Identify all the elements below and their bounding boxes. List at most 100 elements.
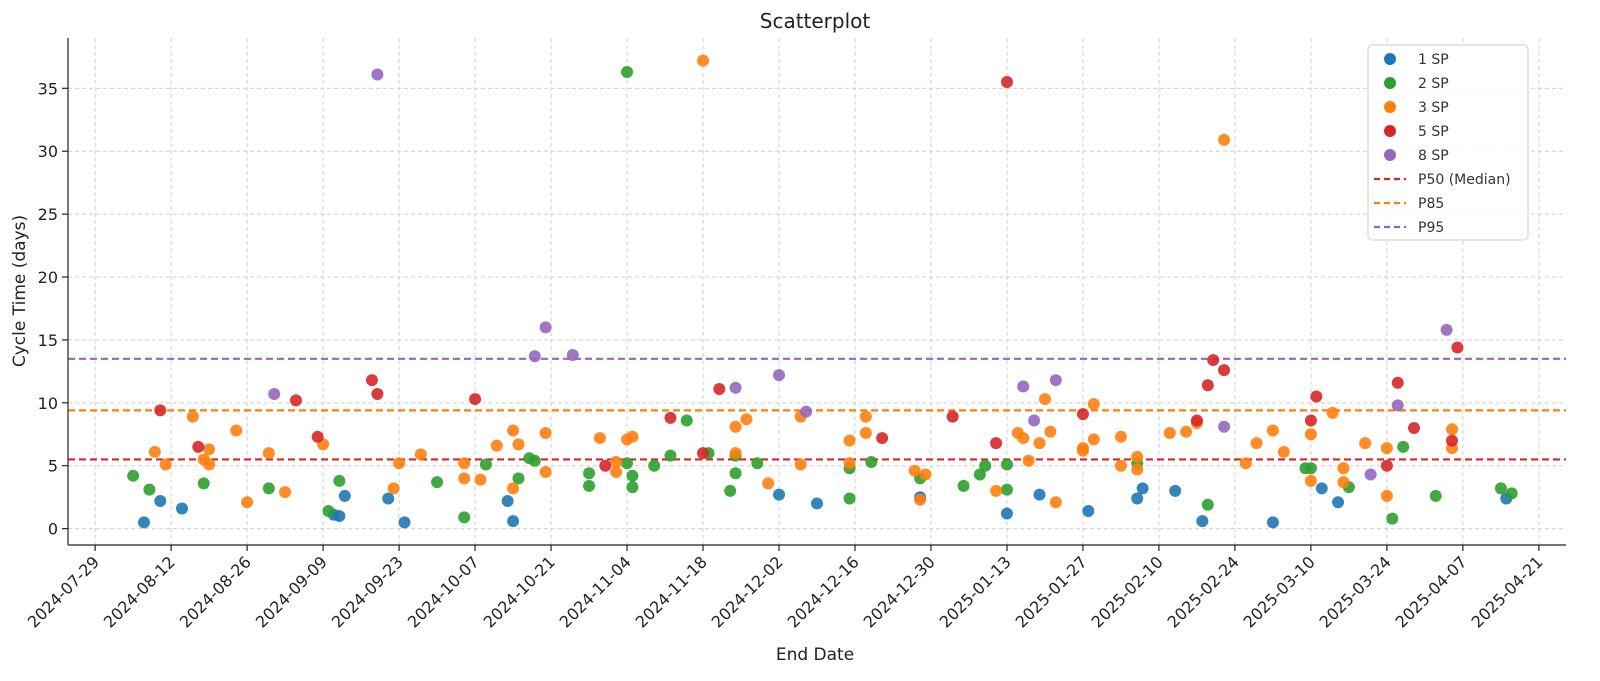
x-tick-label: 2024-12-02 [708,552,787,631]
data-point [322,505,335,518]
data-point [1082,505,1095,518]
data-point [1114,459,1127,472]
data-point [626,481,639,494]
data-point [859,427,872,440]
x-tick-label: 2024-11-04 [556,552,635,631]
data-point [1304,462,1317,475]
data-point [979,459,992,472]
y-tick-label: 25 [38,205,58,224]
data-point [1000,507,1013,520]
data-point [1000,483,1013,496]
data-point [1505,487,1518,500]
data-point [127,469,140,482]
legend-marker [1384,77,1396,89]
data-point [1364,468,1377,481]
data-point [811,497,823,510]
data-point [1239,457,1252,470]
data-point [197,477,210,490]
data-point [599,459,612,472]
legend-marker [1384,101,1396,113]
x-tick-label: 2024-10-21 [480,552,559,631]
data-point [1136,482,1149,495]
data-point [528,350,541,363]
x-tick-label: 2025-02-10 [1088,552,1167,631]
data-point [1028,414,1041,427]
x-tick-label: 2025-04-21 [1468,552,1547,631]
data-point [1380,442,1393,455]
legend: 1 SP 2 SP 3 SP 5 SP 8 SP P50 (Median) P85 P95 [1367,44,1529,241]
data-point [724,484,737,497]
data-point [414,448,427,461]
data-point [143,483,156,496]
data-point [1180,425,1193,438]
legend-marker [1384,149,1396,161]
data-point [664,449,677,462]
data-point [1315,482,1328,495]
data-point [729,420,742,433]
data-point [1391,399,1404,412]
data-point [137,516,150,529]
data-point [539,466,552,479]
data-point [1451,341,1464,354]
data-point [919,468,932,481]
data-point [1076,444,1089,457]
chart-title: Scatterplot [760,9,871,33]
data-point [431,476,444,489]
x-tick-label: 2024-09-23 [328,552,407,631]
data-point [1169,484,1182,497]
data-point [539,321,552,334]
data-point [1337,476,1350,489]
data-point [1332,496,1345,509]
y-tick-label: 30 [38,142,58,161]
data-point [1446,423,1459,436]
data-point [1446,434,1459,447]
y-tick-label: 0 [48,520,58,539]
data-point [973,468,986,481]
data-point [230,424,243,437]
data-point [1087,433,1100,446]
data-point [333,510,346,523]
x-tick-label: 2024-07-29 [24,552,103,631]
reference-lines [68,357,1566,461]
data-point [1201,379,1214,392]
x-tick-label: 2025-02-24 [1164,552,1243,631]
data-point [1277,445,1290,458]
y-axis-ticks: 0 5 10 15 20 25 30 35 [38,79,68,539]
data-point [490,439,503,452]
data-point [469,393,482,406]
data-point [1386,512,1399,525]
data-point [1207,354,1220,367]
data-point [262,447,275,460]
legend-label: P50 (Median) [1418,172,1511,188]
data-point [946,410,959,423]
data-point [268,388,281,401]
legend-label: P85 [1418,196,1444,212]
data-point [192,440,205,453]
data-point [1000,76,1013,89]
axes [67,38,1566,546]
legend-label: 3 SP [1418,100,1449,116]
data-point [1114,430,1127,443]
data-point [507,482,520,495]
data-point [583,467,596,480]
data-point [729,381,742,394]
y-axis-label: Cycle Time (days) [10,215,30,367]
data-point [1440,323,1453,336]
y-tick-label: 10 [38,394,58,413]
data-point [751,457,764,470]
data-point [507,515,520,528]
data-point [1359,437,1372,450]
data-point [1326,406,1339,419]
y-tick-label: 15 [38,331,58,350]
data-point [1131,492,1144,505]
data-point [387,482,400,495]
x-tick-label: 2025-01-13 [936,552,1015,631]
data-point [1391,376,1404,389]
data-point [1250,437,1263,450]
data-point [1304,474,1317,487]
data-point [1380,459,1393,472]
data-point [203,458,216,471]
data-point [1190,414,1203,427]
x-tick-label: 2024-11-18 [632,552,711,631]
legend-box [1367,44,1529,241]
